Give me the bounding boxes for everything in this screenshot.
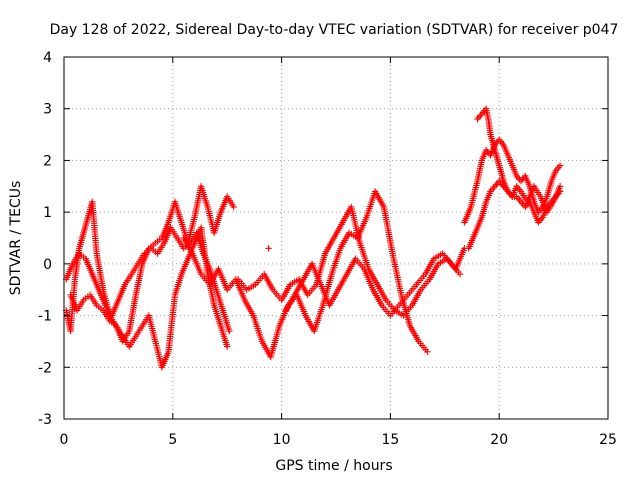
x-tick-label: 25 <box>599 432 617 448</box>
axis-ticks <box>63 56 609 420</box>
marker <box>456 271 464 278</box>
marker <box>224 343 231 350</box>
x-tick-label: 5 <box>168 432 177 448</box>
data-markers <box>62 105 564 371</box>
marker <box>226 327 233 335</box>
plot-frame <box>63 56 609 420</box>
series-arc-f <box>282 250 464 319</box>
chart-title: Day 128 of 2022, Sidereal Day-to-day VTE… <box>50 22 619 38</box>
series-arc-b <box>62 224 233 335</box>
x-tick-label: 0 <box>60 432 69 448</box>
x-tick-labels: 0 5 10 15 20 25 <box>60 432 617 448</box>
x-tick-label: 20 <box>490 432 508 448</box>
marker <box>556 162 564 169</box>
x-tick-label: 15 <box>381 432 399 448</box>
marker <box>265 245 272 252</box>
y-tick-label: 3 <box>43 102 52 118</box>
marker <box>230 203 237 211</box>
x-axis-label: GPS time / hours <box>275 458 392 474</box>
series-arc-i <box>474 105 564 216</box>
y-tick-labels: -3 -2 -1 0 1 2 3 4 <box>38 50 52 428</box>
marker <box>424 348 431 355</box>
y-tick-label: 4 <box>43 50 52 66</box>
y-tick-label: -3 <box>38 412 52 428</box>
y-tick-label: -2 <box>38 360 52 376</box>
series-arc-c <box>67 224 231 371</box>
marker <box>556 183 564 190</box>
y-tick-label: -1 <box>38 309 52 325</box>
series-arc-e <box>234 203 468 319</box>
series-isolated <box>265 245 272 252</box>
y-tick-label: 1 <box>43 205 52 221</box>
y-tick-label: 2 <box>43 153 52 169</box>
x-tick-label: 10 <box>273 432 291 448</box>
y-axis-label: SDTVAR / TECUs <box>8 181 24 296</box>
y-tick-label: 0 <box>43 257 52 273</box>
